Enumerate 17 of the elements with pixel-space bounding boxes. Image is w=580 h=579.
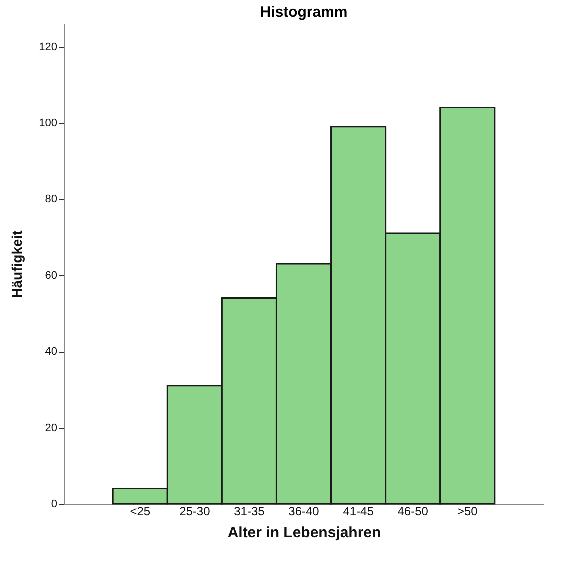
x-tick-label: 41-45: [343, 504, 374, 518]
x-axis-title: Alter in Lebensjahren: [228, 524, 382, 542]
x-tick-label: 25-30: [180, 504, 211, 518]
chart-title: Histogramm: [260, 4, 348, 21]
x-tick-label: <25: [130, 504, 151, 518]
y-axis-title: Häufigkeit: [9, 230, 26, 298]
y-tick-label: 20: [45, 422, 58, 434]
y-tick-label: 80: [45, 194, 58, 206]
y-tick-label: 100: [39, 118, 58, 130]
x-tick-label: 46-50: [398, 504, 429, 518]
x-tick-label: >50: [457, 504, 478, 518]
x-tick-label: 36-40: [288, 504, 320, 518]
y-tick-label: 60: [45, 270, 58, 282]
y-tick-label: 0: [51, 498, 58, 510]
y-tick-label: 120: [39, 41, 58, 54]
x-tick-label: 31-35: [234, 504, 266, 518]
y-tick-label: 40: [45, 346, 58, 358]
